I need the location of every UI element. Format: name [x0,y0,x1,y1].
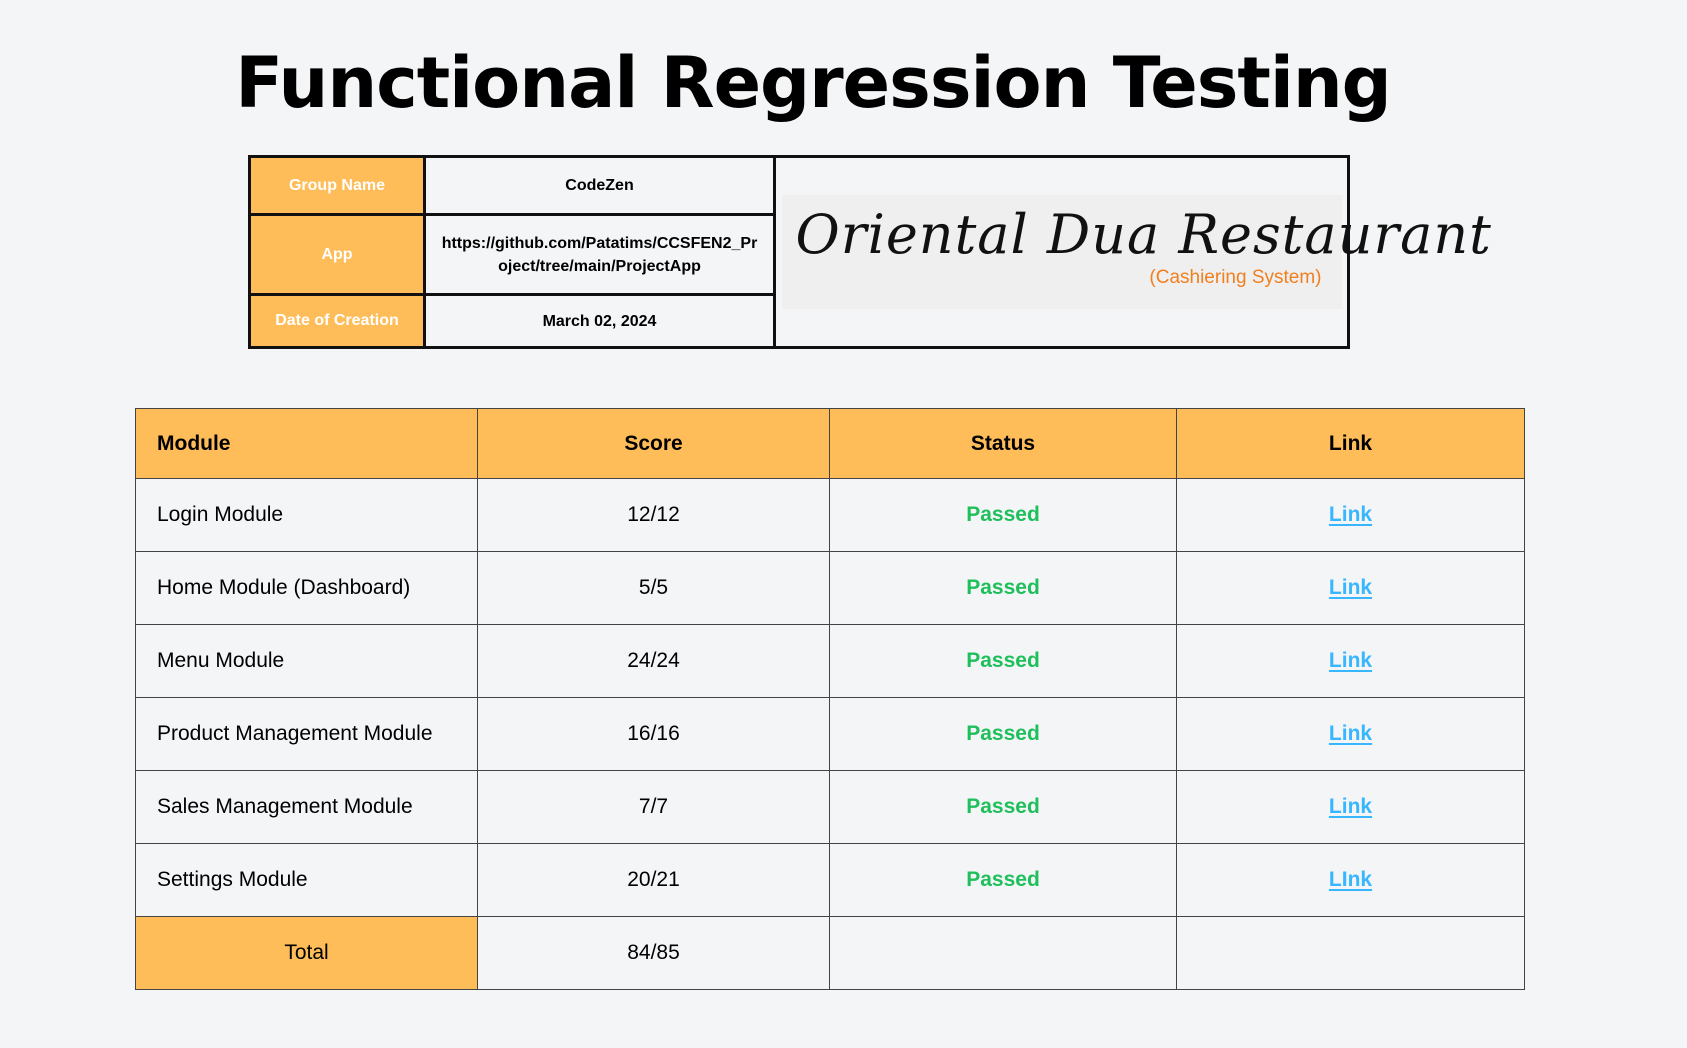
module-status: Passed [829,770,1177,844]
link-cell: Link [1176,551,1525,625]
total-score: 84/85 [477,916,830,990]
module-link[interactable]: Link [1328,649,1373,672]
module-score: 24/24 [477,624,830,698]
link-cell: Link [1176,770,1525,844]
module-status: Passed [829,697,1177,771]
module-link[interactable]: Link [1328,722,1373,745]
module-link[interactable]: Link [1328,576,1373,599]
module-name: Home Module (Dashboard) [135,551,478,625]
app-url-cell: https://github.com/Patatims/CCSFEN2_Proj… [426,216,773,293]
table-row: Settings Module 20/21 Passed LInk [135,843,1525,917]
logo-panel: Oriental Dua Restaurant (Cashiering Syst… [776,158,1491,346]
table-row: Home Module (Dashboard) 5/5 Passed Link [135,551,1525,625]
info-row-group: Group Name CodeZen [251,158,773,216]
module-score: 20/21 [477,843,830,917]
link-cell: Link [1176,624,1525,698]
page-title: Functional Regression Testing [235,42,1392,124]
total-label: Total [135,916,478,990]
table-header-row: Module Score Status Link [135,408,1525,479]
module-name: Login Module [135,478,478,552]
table-row: Product Management Module 16/16 Passed L… [135,697,1525,771]
module-score: 16/16 [477,697,830,771]
module-score: 7/7 [477,770,830,844]
module-name: Settings Module [135,843,478,917]
module-link[interactable]: LInk [1328,868,1373,891]
link-cell: Link [1176,697,1525,771]
restaurant-subtitle: (Cashiering System) [1149,267,1322,288]
module-status: Passed [829,478,1177,552]
date-of-creation-value: March 02, 2024 [542,312,657,330]
module-link[interactable]: Link [1328,795,1373,818]
project-info-table: Group Name CodeZen App https://github.co… [251,158,776,346]
app-label: App [251,216,426,293]
restaurant-logo: Oriental Dua Restaurant (Cashiering Syst… [781,195,1491,309]
project-info-block: Group Name CodeZen App https://github.co… [248,155,1491,349]
module-status: Passed [829,843,1177,917]
table-row: Login Module 12/12 Passed Link [135,478,1525,552]
info-row-app: App https://github.com/Patatims/CCSFEN2_… [251,216,773,296]
table-row: Sales Management Module 7/7 Passed Link [135,770,1525,844]
info-row-date: Date of Creation March 02, 2024 [251,296,773,346]
header-link: Link [1176,408,1525,479]
module-name: Sales Management Module [135,770,478,844]
module-name: Product Management Module [135,697,478,771]
header-score: Score [477,408,830,479]
module-score: 12/12 [477,478,830,552]
module-name: Menu Module [135,624,478,698]
date-of-creation-label: Date of Creation [251,296,426,346]
module-status: Passed [829,624,1177,698]
total-link-empty [1176,916,1525,990]
link-cell: LInk [1176,843,1525,917]
module-score: 5/5 [477,551,830,625]
link-cell: Link [1176,478,1525,552]
table-row: Menu Module 24/24 Passed Link [135,624,1525,698]
module-link[interactable]: Link [1328,503,1373,526]
module-status: Passed [829,551,1177,625]
test-results-table: Module Score Status Link Login Module 12… [135,408,1525,990]
header-module: Module [135,408,478,479]
group-name-label: Group Name [251,158,426,213]
total-row: Total 84/85 [135,916,1525,990]
app-url-value[interactable]: https://github.com/Patatims/CCSFEN2_Proj… [441,234,758,275]
group-name-value: CodeZen [565,177,634,194]
header-status: Status [829,408,1177,479]
restaurant-name: Oriental Dua Restaurant [795,203,1492,266]
total-status-empty [829,916,1177,990]
